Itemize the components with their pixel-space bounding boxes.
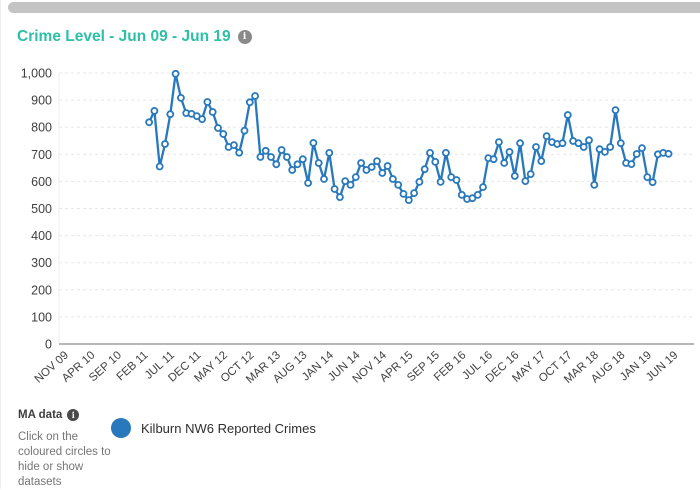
svg-text:0: 0 — [45, 338, 52, 352]
window-top-bar — [8, 2, 700, 13]
ma-data-block: MA data i Click on the coloured circles … — [18, 409, 128, 490]
legend-dataset-circle[interactable] — [111, 418, 131, 438]
svg-text:300: 300 — [31, 256, 52, 270]
svg-text:700: 700 — [31, 148, 52, 162]
chart-title: Crime Level - Jun 09 - Jun 19 i — [17, 28, 252, 46]
legend-dataset-label: Kilburn NW6 Reported Crimes — [141, 420, 316, 436]
svg-text:600: 600 — [31, 175, 52, 189]
chart-title-text: Crime Level - Jun 09 - Jun 19 — [17, 28, 231, 45]
svg-text:400: 400 — [31, 229, 52, 243]
svg-text:1,000: 1,000 — [21, 67, 52, 81]
ma-data-info-icon[interactable]: i — [67, 409, 80, 421]
svg-text:500: 500 — [31, 202, 52, 216]
chart-legend: Kilburn NW6 Reported Crimes — [111, 416, 316, 440]
svg-text:800: 800 — [31, 121, 52, 135]
svg-text:200: 200 — [31, 283, 52, 297]
svg-text:900: 900 — [31, 94, 52, 108]
svg-text:100: 100 — [31, 310, 52, 324]
ma-data-title: MA data i — [18, 409, 128, 421]
ma-data-label: MA data — [18, 409, 63, 421]
title-info-icon[interactable]: i — [237, 30, 252, 44]
legend-hint-text: Click on the coloured circles to hide or… — [18, 431, 111, 488]
